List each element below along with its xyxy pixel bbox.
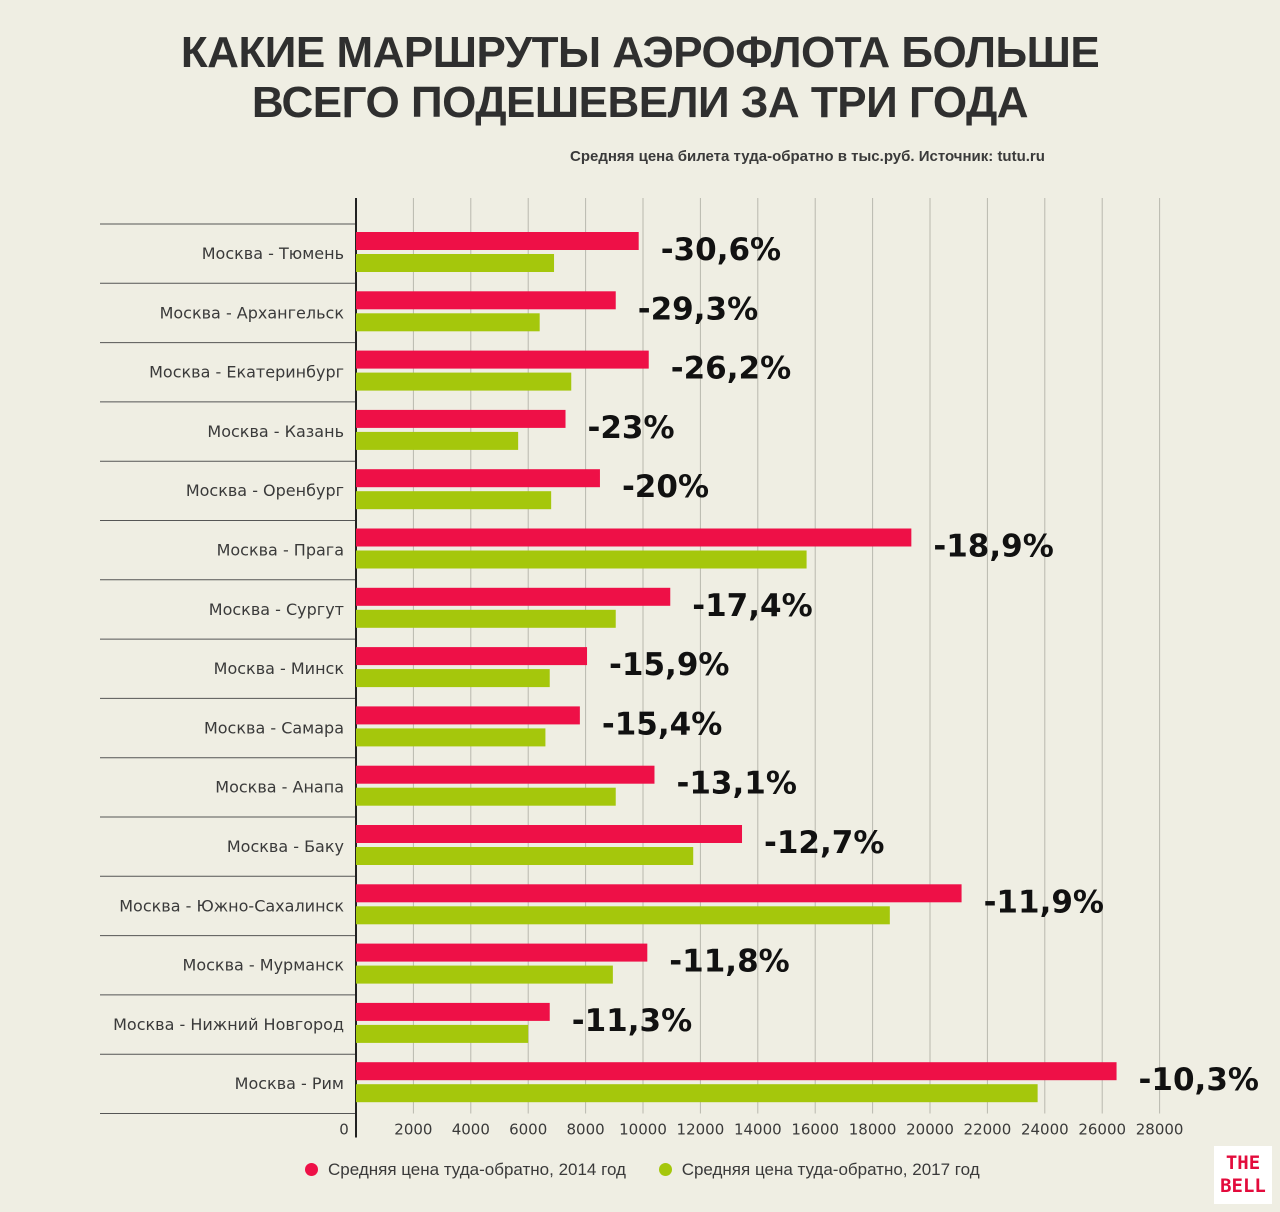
x-tick-label: 2000 bbox=[394, 1121, 432, 1139]
x-tick-label: 22000 bbox=[964, 1121, 1012, 1139]
category-label: Москва - Баку bbox=[227, 837, 344, 856]
bar-2014 bbox=[356, 825, 743, 843]
category-label: Москва - Тюмень bbox=[202, 244, 344, 263]
logo-line-2: BELL bbox=[1220, 1175, 1266, 1197]
bar-2017 bbox=[356, 906, 890, 925]
x-tick-label: 0 bbox=[339, 1121, 349, 1139]
chart-title: КАКИЕ МАРШРУТЫ АЭРОФЛОТА БОЛЬШЕ ВСЕГО ПО… bbox=[0, 28, 1280, 128]
data-label: -15,9% bbox=[609, 647, 729, 683]
data-label: -12,7% bbox=[764, 825, 884, 861]
data-label: -30,6% bbox=[661, 232, 781, 268]
data-label: -18,9% bbox=[933, 529, 1053, 565]
category-label: Москва - Сургут bbox=[209, 600, 344, 619]
data-label: -11,8% bbox=[669, 944, 789, 980]
legend-dot-2014 bbox=[305, 1163, 318, 1176]
bar-2017 bbox=[356, 728, 546, 747]
x-tick-label: 24000 bbox=[1021, 1121, 1069, 1139]
data-label: -15,4% bbox=[602, 706, 722, 742]
bar-2017 bbox=[356, 669, 550, 688]
category-label: Москва - Рим bbox=[235, 1074, 344, 1093]
bar-2017 bbox=[356, 550, 807, 569]
x-tick-label: 6000 bbox=[509, 1121, 547, 1139]
category-label: Москва - Екатеринбург bbox=[149, 363, 344, 382]
data-label: -29,3% bbox=[638, 291, 758, 327]
bar-2014 bbox=[356, 409, 566, 428]
category-label: Москва - Минск bbox=[214, 659, 345, 678]
category-label: Москва - Прага bbox=[217, 541, 344, 560]
category-label: Москва - Южно-Сахалинск bbox=[119, 896, 344, 915]
logo-line-1: THE bbox=[1225, 1152, 1261, 1174]
legend-label-2017: Средняя цена туда-обратно, 2017 год bbox=[681, 1160, 980, 1179]
legend-label-2014: Средняя цена туда-обратно, 2014 год bbox=[328, 1160, 626, 1179]
bar-2014 bbox=[356, 587, 671, 606]
bar-2017 bbox=[356, 431, 519, 450]
category-label: Москва - Казань bbox=[207, 422, 344, 441]
bar-2014 bbox=[356, 232, 639, 250]
bar-2014 bbox=[356, 1062, 1117, 1081]
bar-2014 bbox=[356, 528, 912, 547]
bar-2017 bbox=[356, 254, 555, 272]
category-label: Москва - Анапа bbox=[215, 778, 344, 797]
the-bell-logo: THE BELL bbox=[1214, 1146, 1272, 1204]
category-label: Москва - Мурманск bbox=[183, 956, 345, 975]
data-label: -13,1% bbox=[676, 766, 796, 802]
data-label: -10,3% bbox=[1139, 1062, 1259, 1098]
data-label: -26,2% bbox=[671, 351, 791, 387]
bar-2017 bbox=[356, 847, 694, 865]
x-tick-label: 14000 bbox=[734, 1121, 782, 1139]
bar-2017 bbox=[356, 1084, 1038, 1103]
data-label: -17,4% bbox=[692, 588, 812, 624]
legend-item-2017: Средняя цена туда-обратно, 2017 год bbox=[658, 1160, 980, 1180]
category-label: Москва - Архангельск bbox=[160, 303, 345, 322]
bar-2014 bbox=[356, 291, 616, 310]
category-label: Москва - Самара bbox=[204, 718, 344, 737]
data-label: -11,3% bbox=[572, 1003, 692, 1039]
bar-2017 bbox=[356, 313, 540, 332]
data-label: -20% bbox=[622, 469, 709, 505]
bar-2017 bbox=[356, 372, 572, 391]
bar-2014 bbox=[356, 943, 648, 962]
bar-2014 bbox=[356, 647, 588, 666]
bar-2014 bbox=[356, 884, 962, 903]
x-tick-label: 26000 bbox=[1078, 1121, 1126, 1139]
category-label: Москва - Нижний Новгород bbox=[113, 1015, 344, 1034]
bar-2017 bbox=[356, 787, 616, 806]
bar-2014 bbox=[356, 706, 580, 725]
x-tick-label: 16000 bbox=[791, 1121, 839, 1139]
bar-2014 bbox=[356, 765, 655, 784]
data-label: -11,9% bbox=[984, 884, 1104, 920]
bar-2017 bbox=[356, 609, 616, 628]
legend: Средняя цена туда-обратно, 2014 год Сред… bbox=[305, 1160, 1008, 1180]
bar-2014 bbox=[356, 350, 649, 369]
chart-subtitle: Средняя цена билета туда-обратно в тыс.р… bbox=[570, 148, 1045, 165]
chart-title-line-1: КАКИЕ МАРШРУТЫ АЭРОФЛОТА БОЛЬШЕ bbox=[180, 28, 1100, 77]
bar-2014 bbox=[356, 469, 600, 488]
bar-2017 bbox=[356, 1024, 529, 1043]
legend-item-2014: Средняя цена туда-обратно, 2014 год bbox=[305, 1160, 626, 1180]
x-tick-label: 12000 bbox=[677, 1121, 725, 1139]
data-label: -23% bbox=[588, 410, 675, 446]
bar-2014 bbox=[356, 1002, 550, 1021]
legend-dot-2017 bbox=[658, 1163, 672, 1176]
x-tick-label: 4000 bbox=[452, 1121, 490, 1139]
bar-2017 bbox=[356, 491, 552, 510]
x-tick-label: 18000 bbox=[849, 1121, 897, 1139]
x-tick-label: 20000 bbox=[906, 1121, 954, 1139]
bar-2017 bbox=[356, 965, 613, 984]
x-tick-label: 28000 bbox=[1136, 1121, 1184, 1139]
x-tick-label: 10000 bbox=[619, 1121, 667, 1139]
x-tick-label: 8000 bbox=[567, 1121, 605, 1139]
chart-title-line-2: ВСЕГО ПОДЕШЕВЕЛИ ЗА ТРИ ГОДА bbox=[251, 78, 1029, 127]
category-label: Москва - Оренбург bbox=[186, 481, 344, 500]
